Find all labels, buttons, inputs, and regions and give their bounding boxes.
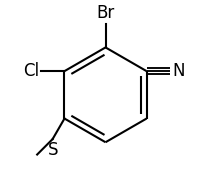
Text: S: S <box>47 141 58 159</box>
Text: Br: Br <box>96 4 115 22</box>
Text: N: N <box>172 62 185 80</box>
Text: Cl: Cl <box>23 62 39 80</box>
